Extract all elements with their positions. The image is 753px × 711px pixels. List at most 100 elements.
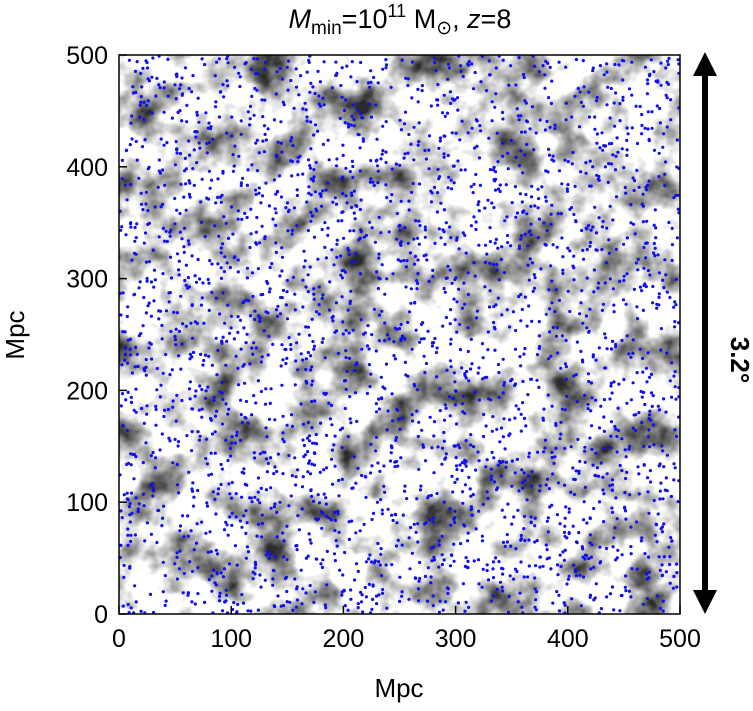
galaxy-point [398, 118, 402, 122]
galaxy-point [250, 413, 254, 417]
galaxy-point [505, 215, 509, 219]
galaxy-point [261, 115, 265, 119]
galaxy-point [470, 62, 474, 66]
galaxy-point [242, 362, 246, 367]
galaxy-point [342, 268, 346, 272]
galaxy-point [605, 103, 609, 107]
galaxy-point [406, 241, 410, 245]
galaxy-point [527, 564, 531, 568]
galaxy-point [487, 59, 491, 63]
galaxy-point [179, 83, 183, 87]
galaxy-point [446, 587, 450, 591]
galaxy-point [276, 140, 280, 144]
galaxy-point [667, 56, 671, 61]
galaxy-point [513, 185, 518, 189]
galaxy-point [145, 279, 149, 283]
y-tick-label: 0 [94, 601, 108, 629]
galaxy-point [443, 290, 447, 294]
galaxy-point [294, 483, 298, 487]
galaxy-point [182, 535, 186, 539]
galaxy-point [133, 584, 137, 588]
galaxy-point [344, 349, 348, 353]
galaxy-point [633, 232, 637, 236]
galaxy-point [358, 529, 362, 533]
galaxy-point [178, 549, 182, 553]
galaxy-point [588, 184, 592, 188]
galaxy-point [205, 141, 209, 146]
galaxy-point [227, 331, 232, 335]
galaxy-point [396, 258, 400, 262]
galaxy-point [273, 418, 277, 422]
galaxy-point [657, 555, 661, 559]
galaxy-point [190, 569, 195, 574]
galaxy-point [625, 126, 629, 130]
galaxy-point [645, 380, 649, 384]
galaxy-point [126, 527, 130, 531]
galaxy-point [591, 69, 595, 73]
galaxy-point [395, 521, 399, 525]
galaxy-point [346, 122, 350, 126]
galaxy-point [192, 495, 196, 499]
galaxy-point [175, 148, 179, 152]
galaxy-point [157, 317, 161, 321]
galaxy-point [489, 467, 493, 471]
galaxy-point [607, 251, 612, 255]
galaxy-point [162, 414, 166, 419]
galaxy-point [607, 162, 611, 166]
galaxy-point [269, 456, 273, 460]
galaxy-point [349, 588, 353, 592]
galaxy-point [406, 83, 410, 88]
galaxy-point [188, 181, 192, 185]
galaxy-point [236, 217, 240, 221]
galaxy-point [498, 183, 502, 187]
galaxy-point [625, 148, 629, 152]
galaxy-point [615, 434, 619, 439]
galaxy-point [503, 447, 507, 451]
galaxy-point [328, 280, 332, 284]
galaxy-point [660, 444, 664, 448]
galaxy-point [311, 339, 315, 344]
galaxy-point [513, 416, 517, 420]
galaxy-point [488, 73, 492, 77]
galaxy-point [631, 222, 636, 226]
galaxy-point [444, 276, 448, 280]
galaxy-point [187, 192, 192, 196]
galaxy-point [597, 174, 601, 179]
galaxy-point [642, 444, 646, 448]
galaxy-point [559, 432, 563, 436]
galaxy-point [301, 422, 306, 426]
galaxy-point [613, 168, 618, 172]
galaxy-point [624, 191, 628, 195]
galaxy-point [448, 564, 452, 568]
galaxy-point [472, 261, 476, 265]
galaxy-point [232, 164, 236, 168]
galaxy-point [123, 330, 127, 334]
galaxy-point [519, 292, 523, 297]
galaxy-point [490, 100, 494, 104]
galaxy-point [177, 567, 181, 571]
galaxy-point [669, 536, 673, 540]
galaxy-point [333, 518, 337, 523]
galaxy-point [454, 131, 458, 135]
galaxy-point [566, 183, 570, 187]
galaxy-point [128, 222, 133, 226]
galaxy-point [280, 77, 285, 81]
galaxy-point [431, 275, 435, 279]
galaxy-point [625, 138, 629, 142]
galaxy-point [224, 363, 228, 367]
galaxy-point [187, 139, 191, 143]
galaxy-point [174, 327, 178, 331]
galaxy-point [417, 242, 421, 246]
galaxy-point [232, 601, 236, 605]
galaxy-point [378, 469, 382, 473]
galaxy-point [547, 147, 551, 151]
galaxy-point [526, 575, 530, 579]
galaxy-point [383, 490, 387, 494]
galaxy-point [529, 377, 533, 381]
x-tick-label: 300 [435, 625, 477, 653]
galaxy-point [178, 230, 182, 234]
galaxy-point [374, 410, 379, 414]
galaxy-point [316, 257, 320, 261]
galaxy-point [308, 538, 312, 542]
galaxy-point [161, 272, 165, 276]
